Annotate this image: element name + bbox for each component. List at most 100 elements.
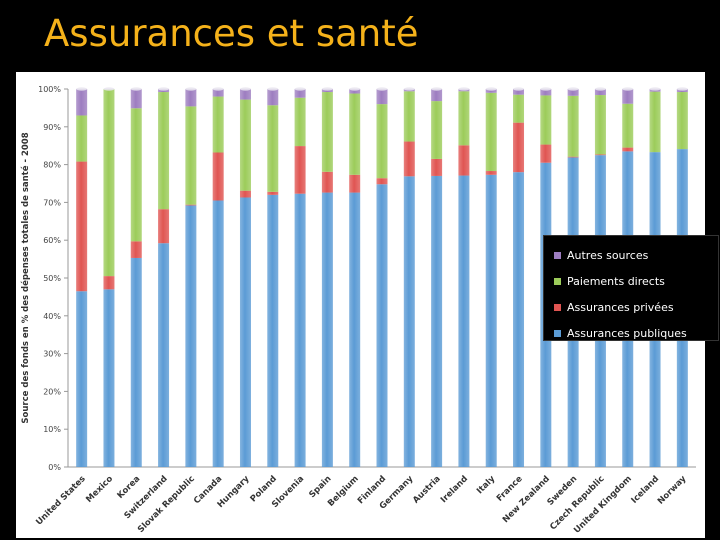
bar-segment-paiements-directs — [321, 92, 333, 172]
y-tick-label: 10% — [43, 425, 61, 434]
bar-segment-assurances-publiques — [321, 192, 333, 467]
bar-segment-assurances-privees — [458, 145, 470, 176]
bar-segment-assurances-privees — [76, 161, 88, 292]
legend-label: Paiements directs — [567, 274, 665, 288]
bar-segment-assurances-publiques — [513, 172, 525, 467]
bar-top-cap — [513, 87, 525, 91]
bar-segment-autres-sources — [567, 89, 579, 96]
legend-item: Autres sources — [554, 242, 712, 268]
bar-segment-assurances-privees — [567, 156, 579, 158]
bar-segment-paiements-directs — [403, 91, 415, 142]
bar-segment-assurances-publiques — [376, 184, 388, 468]
bar-segment-assurances-privees — [158, 209, 170, 244]
bar-segment-assurances-privees — [239, 190, 251, 198]
bar-segment-paiements-directs — [294, 97, 306, 147]
y-tick-label: 70% — [43, 198, 61, 207]
bar-top-cap — [676, 87, 688, 91]
legend-swatch — [554, 251, 561, 259]
bar-top-cap — [349, 87, 361, 91]
bar-segment-assurances-publiques — [485, 174, 497, 467]
bar-top-cap — [321, 87, 333, 91]
bar-segment-assurances-publiques — [458, 175, 470, 467]
bar-segment-paiements-directs — [567, 95, 579, 157]
bar-segment-paiements-directs — [594, 95, 606, 155]
legend-label: Assurances privées — [567, 300, 674, 314]
bar-segment-assurances-privees — [294, 146, 306, 194]
bar-segment-assurances-publiques — [158, 243, 170, 467]
bar-segment-autres-sources — [212, 89, 224, 97]
bar-top-cap — [431, 87, 443, 91]
bar-segment-assurances-privees — [130, 241, 142, 258]
bar-segment-assurances-privees — [431, 158, 443, 176]
chart-panel: 0% 10% 20% 30% 40% 50% 60% 70% 80% 90% 100% Source … — [16, 72, 719, 538]
x-tick-label: Austria — [411, 474, 443, 506]
bar-segment-paiements-directs — [458, 91, 470, 146]
y-tick-label: 40% — [43, 312, 61, 321]
bar-top-cap — [403, 87, 415, 91]
legend-label: Autres sources — [567, 248, 649, 262]
bar-segment-paiements-directs — [76, 115, 88, 162]
legend-swatch — [554, 329, 561, 337]
legend-item: Assurances publiques — [554, 320, 712, 346]
bar-segment-assurances-publiques — [76, 291, 88, 467]
bar-segment-paiements-directs — [649, 91, 661, 153]
bar-segment-paiements-directs — [540, 95, 552, 145]
bar-segment-assurances-privees — [349, 174, 361, 193]
bar-segment-assurances-privees — [185, 204, 197, 206]
bar-top-cap — [130, 87, 142, 91]
x-tick-label: Ireland — [439, 474, 470, 505]
bar-segment-paiements-directs — [239, 99, 251, 191]
bar-segment-paiements-directs — [622, 103, 634, 148]
bar-top-cap — [649, 87, 661, 91]
bar-segment-autres-sources — [376, 89, 388, 105]
y-tick-label: 20% — [43, 387, 61, 396]
bar-top-cap — [376, 87, 388, 91]
bar-top-cap — [76, 87, 88, 91]
y-tick-label: 0% — [48, 463, 61, 472]
y-tick-label: 80% — [43, 161, 61, 170]
bar-top-cap — [594, 87, 606, 91]
bar-segment-assurances-publiques — [103, 289, 115, 467]
bar-segment-autres-sources — [540, 89, 552, 96]
y-tick-label: 50% — [43, 274, 61, 283]
bar-segment-assurances-privees — [212, 152, 224, 201]
bar-segment-autres-sources — [294, 89, 306, 98]
legend-item: Assurances privées — [554, 294, 712, 320]
bar-segment-autres-sources — [349, 89, 361, 94]
bar-segment-autres-sources — [130, 89, 142, 109]
bar-segment-paiements-directs — [513, 94, 525, 123]
y-axis-title: Source des fonds en % des dépenses total… — [20, 132, 31, 423]
bar-top-cap — [239, 87, 251, 91]
bar-segment-autres-sources — [267, 89, 279, 106]
bar-segment-autres-sources — [622, 89, 634, 104]
bar-segment-paiements-directs — [185, 106, 197, 205]
bar-segment-assurances-privees — [376, 178, 388, 185]
bar-segment-assurances-publiques — [267, 194, 279, 467]
bar-segment-assurances-publiques — [239, 197, 251, 467]
bar-segment-assurances-privees — [485, 171, 497, 175]
bar-segment-assurances-privees — [622, 147, 634, 152]
bar-segment-paiements-directs — [376, 104, 388, 179]
bar-segment-paiements-directs — [103, 89, 115, 277]
bar-segment-assurances-privees — [403, 141, 415, 177]
y-tick-label: 90% — [43, 123, 61, 132]
bar-segment-paiements-directs — [130, 108, 142, 242]
bar-segment-paiements-directs — [431, 101, 443, 159]
bar-segment-assurances-privees — [513, 122, 525, 173]
bar-segment-autres-sources — [485, 89, 497, 93]
bar-segment-autres-sources — [594, 89, 606, 96]
bar-top-cap — [567, 87, 579, 91]
bar-top-cap — [540, 87, 552, 91]
bar-segment-paiements-directs — [676, 92, 688, 150]
legend-swatch — [554, 277, 561, 285]
bar-segment-assurances-privees — [321, 171, 333, 193]
bar-segment-assurances-privees — [594, 154, 606, 156]
bar-top-cap — [622, 87, 634, 91]
bar-top-cap — [185, 87, 197, 91]
bar-segment-assurances-privees — [540, 144, 552, 163]
legend-item: Paiements directs — [554, 268, 712, 294]
x-tick-label: Italy — [475, 474, 498, 497]
bar-top-cap — [294, 87, 306, 91]
bar-segment-assurances-publiques — [212, 200, 224, 467]
bar-segment-paiements-directs — [158, 92, 170, 210]
